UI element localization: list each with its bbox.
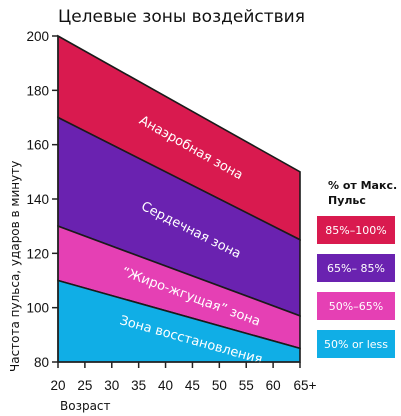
legend-swatch-1 <box>317 216 395 244</box>
x-axis-label: Возраст <box>60 399 111 413</box>
x-tick-labels: 20 25 30 35 40 45 50 55 60 65+ <box>50 362 317 393</box>
x-tick-label-20: 20 <box>50 378 65 393</box>
x-tick-label-55: 55 <box>239 378 254 393</box>
y-tick-labels: 80 100 120 140 160 180 200 <box>26 29 58 370</box>
chart-title: Целевые зоны воздействия <box>58 7 305 27</box>
y-tick-label-200: 200 <box>26 29 49 44</box>
y-tick-label-180: 180 <box>26 83 49 98</box>
legend-title-line-2: Пульс <box>328 194 366 207</box>
zones-layer <box>57 34 301 363</box>
y-axis-label: Частота пульса, ударов в минуту <box>8 161 22 372</box>
legend-label-3: 50%–65% <box>329 300 383 313</box>
x-tick-label-65-plus: 65+ <box>294 378 317 393</box>
y-tick-label-100: 100 <box>26 301 49 316</box>
y-tick-label-140: 140 <box>26 192 49 207</box>
y-tick-label-120: 120 <box>26 246 49 261</box>
legend-label-1: 85%–100% <box>325 224 386 237</box>
legend-title: % от Макс. Пульс <box>328 179 401 207</box>
legend-swatch-3 <box>317 292 395 320</box>
x-tick-label-40: 40 <box>158 378 173 393</box>
legend-label-2: 65%– 85% <box>327 262 385 275</box>
x-tick-label-50: 50 <box>212 378 227 393</box>
legend-items: 85%–100% 65%– 85% 50%–65% 50% or less <box>317 216 395 358</box>
x-tick-label-30: 30 <box>104 378 119 393</box>
legend-title-line-1: % от Макс. <box>328 179 397 192</box>
x-tick-label-60: 60 <box>266 378 281 393</box>
x-tick-label-25: 25 <box>77 378 92 393</box>
legend-swatch-4 <box>317 330 395 358</box>
y-tick-label-80: 80 <box>34 355 49 370</box>
legend: % от Макс. Пульс 85%–100% 65%– 85% 50%–65%… <box>317 179 401 358</box>
y-tick-label-160: 160 <box>26 138 49 153</box>
x-tick-label-35: 35 <box>131 378 146 393</box>
x-tick-label-45: 45 <box>185 378 200 393</box>
legend-label-4: 50% or less <box>324 338 388 351</box>
legend-swatch-2 <box>317 254 395 282</box>
